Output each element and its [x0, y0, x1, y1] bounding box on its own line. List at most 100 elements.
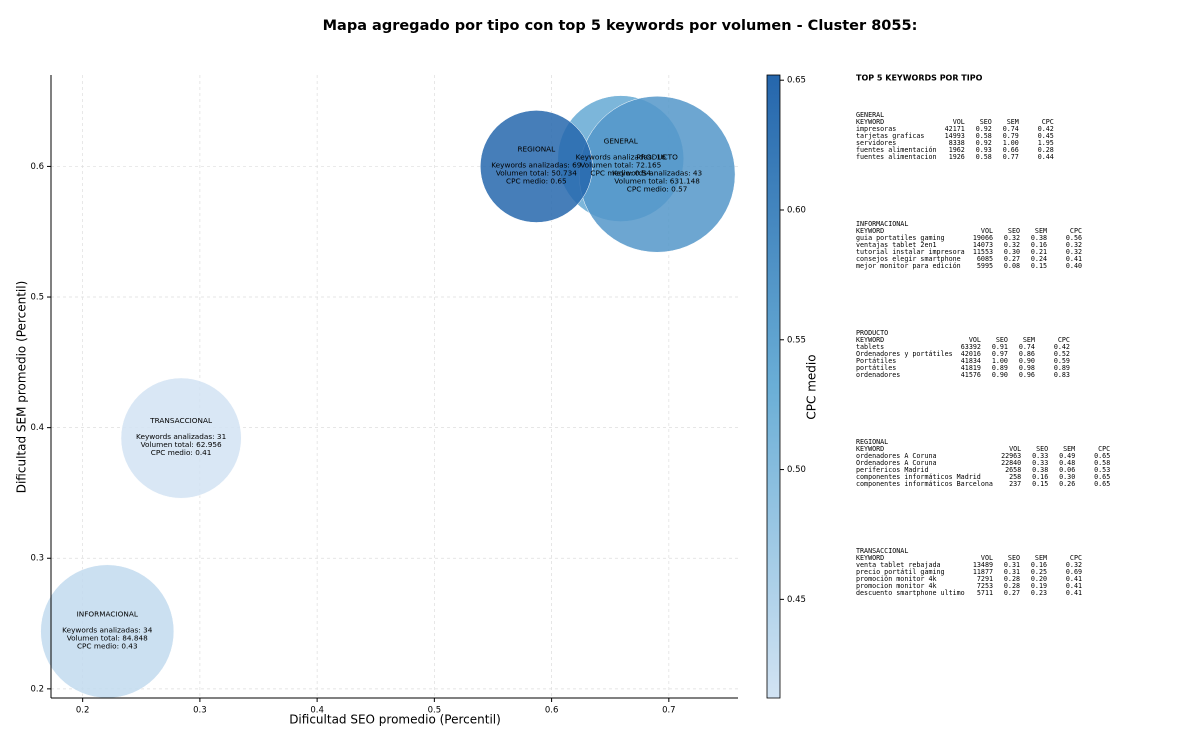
bubble-name: REGIONAL: [517, 144, 556, 153]
colorbar-tick-label: 0.55: [787, 335, 806, 345]
table-cell: tarjetas graficas: [856, 132, 924, 140]
table-cell: 0.41: [1066, 255, 1082, 263]
panel-title: TOP 5 KEYWORDS POR TIPO: [856, 74, 983, 83]
table-cell: perifericos Madrid: [856, 466, 928, 474]
table-cell: portátiles: [856, 364, 896, 372]
y-axis-label: Dificultad SEM promedio (Percentil): [15, 281, 29, 494]
table-cell: mejor monitor para edición: [856, 262, 961, 270]
table-cell: ordenadores: [856, 371, 900, 379]
table-cell: 0.89: [992, 364, 1008, 372]
table-cell: 0.32: [1004, 234, 1020, 242]
bubble-label: CPC medio: 0.54: [590, 169, 651, 178]
table-cell: 0.59: [1054, 357, 1070, 365]
chart-title: Mapa agregado por tipo con top 5 keyword…: [323, 18, 918, 34]
table-cell: 1962: [949, 146, 965, 154]
y-tick-label: 0.2: [30, 684, 44, 694]
table-cell: 63392: [961, 343, 981, 351]
bubble-name: PRODUCTO: [636, 152, 678, 161]
table-cell: 0.15: [1032, 480, 1048, 488]
x-tick-label: 0.2: [76, 706, 90, 716]
table-cell: 0.91: [992, 343, 1008, 351]
table-cell: 0.74: [1019, 343, 1035, 351]
bubble: [120, 377, 242, 499]
table-cell: 0.58: [976, 153, 992, 161]
table-cell: 8338: [949, 139, 965, 147]
table-cell: 22840: [1001, 459, 1021, 467]
table-title: REGIONAL: [856, 438, 888, 446]
x-tick-label: 0.6: [545, 706, 559, 716]
bubble-label: CPC medio: 0.43: [77, 641, 138, 650]
table-title: PRODUCTO: [856, 329, 888, 337]
table-cell: 11553: [973, 248, 993, 256]
table-cell: Ordenadores y portátiles: [856, 350, 953, 358]
table-cell: 0.33: [1032, 452, 1048, 460]
table-cell: 0.79: [1003, 132, 1019, 140]
table-cell: 0.25: [1031, 568, 1047, 576]
colorbar-tick-label: 0.60: [787, 205, 806, 215]
bubble-label: Keywords analizadas: 31: [136, 432, 226, 441]
table-cell: 0.53: [1094, 466, 1110, 474]
table-cell: 7291: [977, 575, 993, 583]
table-cell: 41834: [961, 357, 981, 365]
table-cell: 0.52: [1054, 350, 1070, 358]
table-cell: 0.74: [1003, 125, 1019, 133]
table-cell: 14993: [945, 132, 965, 140]
table-header: KEYWORD: [856, 554, 884, 562]
table-cell: 5995: [977, 262, 993, 270]
table-header: CPC: [1098, 445, 1110, 453]
table-header: SEM: [1007, 118, 1019, 126]
table-cell: fuentes alimentacion: [856, 153, 937, 161]
table-cell: 6085: [977, 255, 993, 263]
bubble-label: Keywords analizadas: 43: [612, 168, 703, 177]
table-cell: 0.16: [1031, 241, 1047, 249]
table-header: SEM: [1035, 227, 1047, 235]
table-cell: fuentes alimentación: [856, 146, 937, 154]
table-cell: 0.77: [1003, 153, 1019, 161]
x-axis-label: Dificultad SEO promedio (Percentil): [289, 713, 501, 727]
table-cell: precio portátil gaming: [856, 568, 945, 576]
table-header: KEYWORD: [856, 336, 884, 344]
table-cell: promocion monitor 4k: [856, 582, 937, 590]
table-cell: 0.48: [1059, 459, 1075, 467]
table-cell: 0.93: [976, 146, 992, 154]
table-cell: Ordenadores A Coruna: [856, 459, 937, 467]
table-header: CPC: [1058, 336, 1070, 344]
bubble: [480, 110, 593, 223]
y-tick-label: 0.3: [30, 554, 44, 564]
table-cell: 0.65: [1094, 452, 1110, 460]
table-cell: 0.69: [1066, 568, 1082, 576]
table-cell: 0.44: [1038, 153, 1054, 161]
bubble-label: Volumen total: 84.848: [67, 633, 148, 642]
table-cell: 19066: [973, 234, 993, 242]
table-cell: 0.21: [1031, 248, 1047, 256]
table-header: VOL: [1009, 445, 1021, 453]
table-cell: 7253: [977, 582, 993, 590]
x-tick-label: 0.4: [310, 706, 324, 716]
table-cell: 0.90: [992, 371, 1008, 379]
table-header: SEO: [1008, 227, 1020, 235]
table-cell: guia portatiles gaming: [856, 234, 945, 242]
table-header: SEO: [1036, 445, 1048, 453]
table-cell: 1.95: [1038, 139, 1054, 147]
colorbar-label: CPC medio: [805, 354, 819, 419]
colorbar-tick-label: 0.65: [787, 76, 806, 86]
table-cell: 0.32: [1066, 248, 1082, 256]
table-cell: 0.27: [1004, 589, 1020, 597]
table-header: VOL: [981, 554, 993, 562]
table-cell: 0.31: [1004, 568, 1020, 576]
colorbar-tick-label: 0.45: [787, 595, 806, 605]
table-cell: 0.28: [1004, 575, 1020, 583]
table-cell: componentes informáticos Madrid: [856, 473, 981, 481]
table-title: TRANSACCIONAL: [856, 547, 908, 555]
table-cell: 0.06: [1059, 466, 1075, 474]
table-cell: 0.30: [1004, 248, 1020, 256]
table-cell: 0.65: [1094, 480, 1110, 488]
table-cell: 0.31: [1004, 561, 1020, 569]
table-cell: descuento smartphone ultimo: [856, 589, 965, 597]
table-cell: componentes informáticos Barcelona: [856, 480, 993, 488]
table-cell: tablets: [856, 343, 884, 351]
table-cell: 0.42: [1054, 343, 1070, 351]
x-tick-label: 0.7: [662, 706, 676, 716]
table-cell: 0.83: [1054, 371, 1070, 379]
bubble-label: Keywords analizadas: 34: [62, 625, 153, 634]
